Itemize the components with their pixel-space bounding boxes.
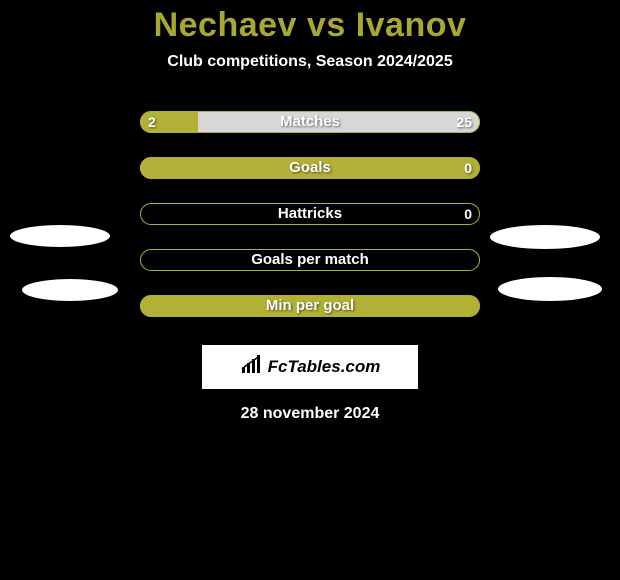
title-right: Ivanov <box>356 6 467 44</box>
title-vs: vs <box>297 6 356 44</box>
bar-track <box>140 203 480 225</box>
subtitle: Club competitions, Season 2024/2025 <box>0 53 620 71</box>
chart-icon <box>240 355 264 380</box>
stat-row: Goals0 <box>0 145 620 191</box>
credit-text: FcTables.com <box>268 357 381 377</box>
bar-track <box>140 111 480 133</box>
stat-row: Goals per match <box>0 237 620 283</box>
stat-row: Min per goal <box>0 283 620 329</box>
page-title: Nechaev vs Ivanov <box>0 0 620 45</box>
credit-box: FcTables.com <box>202 345 418 389</box>
stat-row: Matches225 <box>0 99 620 145</box>
stat-row: Hattricks0 <box>0 191 620 237</box>
stat-value-right: 0 <box>464 157 472 179</box>
stat-value-left: 2 <box>148 111 156 133</box>
stat-value-right: 0 <box>464 203 472 225</box>
bar-track <box>140 157 480 179</box>
bar-fill-right <box>198 111 480 133</box>
bar-fill-left <box>140 157 480 179</box>
footer-date: 28 november 2024 <box>0 405 620 423</box>
stat-value-right: 25 <box>456 111 472 133</box>
comparison-chart: Matches225Goals0Hattricks0Goals per matc… <box>0 99 620 329</box>
bar-track <box>140 295 480 317</box>
bar-fill-left <box>140 295 480 317</box>
bar-track <box>140 249 480 271</box>
credit-inner: FcTables.com <box>240 355 381 380</box>
title-left: Nechaev <box>154 6 297 44</box>
